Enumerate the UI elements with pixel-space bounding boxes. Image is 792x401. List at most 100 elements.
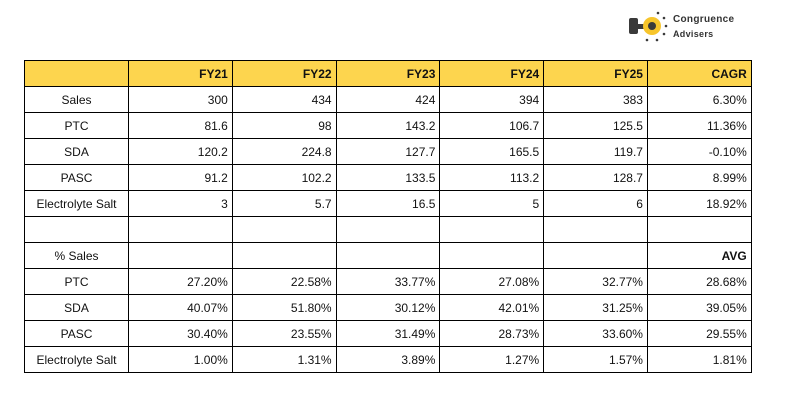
table-row: PTC 27.20% 22.58% 33.77% 27.08% 32.77% 28.68% [24,268,752,295]
table-cell: 81.6 [128,112,233,139]
table-cell: 434 [231,86,337,113]
table-cell: 1.00% [128,346,233,373]
table-cell: 30.12% [335,294,441,321]
table-cell: Sales [24,86,129,113]
table-row: SDA 120.2 224.8 127.7 165.5 119.7 -0.10% [24,138,752,165]
table-cell: 40.07% [128,294,233,321]
table-cell [335,216,441,243]
table-cell [24,60,129,87]
table-cell: AVG [646,242,752,269]
table-cell: SDA [24,294,129,321]
table-row: Electrolyte Salt 3 5.7 16.5 5 6 18.92% [24,190,752,217]
table-cell: 1.81% [646,346,752,373]
table-cell: 98 [231,112,337,139]
table-cell: PTC [24,268,129,295]
table-cell: 5.7 [231,190,337,217]
table-cell: PASC [24,164,129,191]
table-cell: 29.55% [646,320,752,347]
table-cell: -0.10% [646,138,752,165]
table-cell: 127.7 [335,138,441,165]
table-row: FY21 FY22 FY23 FY24 FY25 CAGR [24,60,752,87]
table-cell: 39.05% [646,294,752,321]
table-cell [646,216,752,243]
table-row: PASC 91.2 102.2 133.5 113.2 128.7 8.99% [24,164,752,191]
table-cell [439,216,545,243]
table-cell: FY25 [543,60,648,87]
table-cell: 1.27% [439,346,545,373]
table-cell [231,216,337,243]
table-cell [439,242,545,269]
table-cell: 30.40% [128,320,233,347]
table-cell: 6.30% [646,86,752,113]
table-cell: SDA [24,138,129,165]
table-cell: FY22 [231,60,337,87]
table-cell: 8.99% [646,164,752,191]
table-row: SDA 40.07% 51.80% 30.12% 42.01% 31.25% 39.05% [24,294,752,321]
table-cell [543,216,648,243]
financial-table: FY21 FY22 FY23 FY24 FY25 CAGR Sales 300 434 424 39… [24,60,752,373]
table-cell [128,242,233,269]
table-cell: 18.92% [646,190,752,217]
table-cell: FY21 [128,60,233,87]
logo-text: Advisers [673,29,714,39]
table-cell: 143.2 [335,112,441,139]
table-cell: 31.25% [543,294,648,321]
table-cell: Electrolyte Salt [24,190,129,217]
table-row: PTC 81.6 98 143.2 106.7 125.5 11.36% [24,112,752,139]
table-cell: 119.7 [543,138,648,165]
table-cell: 51.80% [231,294,337,321]
table-cell: FY23 [335,60,441,87]
table-cell: 6 [543,190,648,217]
table-cell: FY24 [439,60,545,87]
table-cell: 22.58% [231,268,337,295]
table-cell: 16.5 [335,190,441,217]
table-cell: CAGR [646,60,752,87]
table-cell: 113.2 [439,164,545,191]
table-cell: 133.5 [335,164,441,191]
table-cell: 165.5 [439,138,545,165]
table-cell: 1.57% [543,346,648,373]
table-cell: 3 [128,190,233,217]
table-cell [543,242,648,269]
table-cell: PTC [24,112,129,139]
table-row: PASC 30.40% 23.55% 31.49% 28.73% 33.60% 29.55% [24,320,752,347]
table-cell: 120.2 [128,138,233,165]
table-cell: 27.20% [128,268,233,295]
table-cell: 5 [439,190,545,217]
table-cell: 31.49% [335,320,441,347]
table-cell: 11.36% [646,112,752,139]
table-cell: 3.89% [335,346,441,373]
table-cell: 424 [335,86,441,113]
table-cell: PASC [24,320,129,347]
table-cell: 128.7 [543,164,648,191]
table-cell: 394 [439,86,545,113]
table-cell [335,242,441,269]
table-cell [128,216,233,243]
table-cell: % Sales [24,242,129,269]
table-cell: 28.73% [439,320,545,347]
table-cell: 102.2 [231,164,337,191]
table-cell: Electrolyte Salt [24,346,129,373]
table-cell: 106.7 [439,112,545,139]
logo: Congruence Advisers [627,10,757,46]
logo-icon [629,11,668,42]
table-cell: 42.01% [439,294,545,321]
table-cell [231,242,337,269]
table-cell: 383 [543,86,648,113]
table-row: Sales 300 434 424 394 383 6.30% [24,86,752,113]
table-row [24,216,752,243]
table-cell: 125.5 [543,112,648,139]
table-cell [24,216,129,243]
table-cell: 1.31% [231,346,337,373]
table-cell: 32.77% [543,268,648,295]
table-cell: 91.2 [128,164,233,191]
table-cell: 33.60% [543,320,648,347]
table-cell: 27.08% [439,268,545,295]
table-cell: 300 [128,86,233,113]
table-row: Electrolyte Salt 1.00% 1.31% 3.89% 1.27% 1.57… [24,346,752,373]
table-cell: 33.77% [335,268,441,295]
logo-text: Congruence [673,14,735,25]
table-cell: 23.55% [231,320,337,347]
table-row: % Sales AVG [24,242,752,269]
